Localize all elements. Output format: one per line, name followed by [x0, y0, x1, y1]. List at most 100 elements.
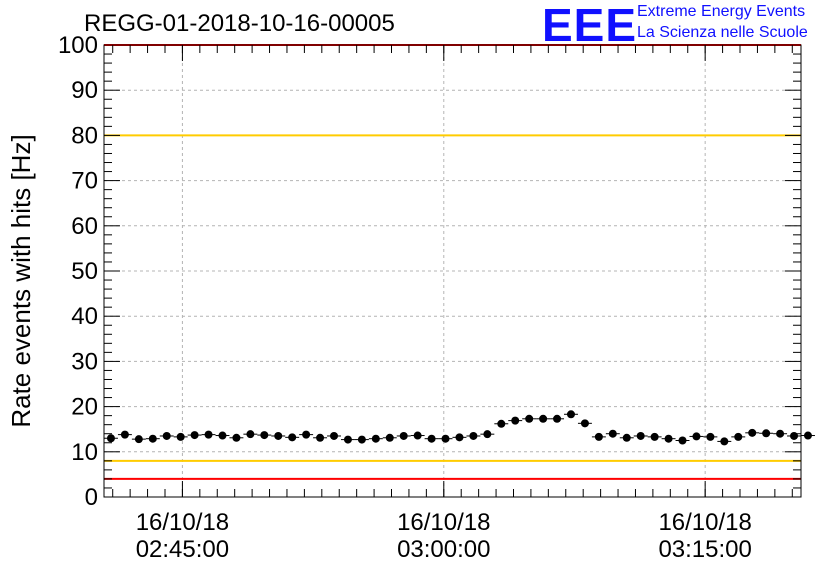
- eee-logo: EEE: [542, 0, 638, 51]
- y-tick-label: 50: [71, 258, 98, 285]
- data-point: [396, 431, 411, 440]
- data-point: [452, 433, 467, 442]
- point-marker: [274, 431, 283, 440]
- y-tick-label: 60: [71, 213, 98, 240]
- y-tick-label: 0: [85, 484, 98, 511]
- point-marker: [232, 433, 241, 442]
- data-point: [382, 433, 397, 442]
- data-point: [410, 431, 425, 440]
- y-tick-label: 70: [71, 168, 98, 195]
- data-point: [619, 433, 634, 442]
- x-tick-date: 16/10/18: [658, 509, 751, 536]
- point-marker: [455, 433, 464, 442]
- point-marker: [539, 414, 548, 423]
- data-point: [243, 430, 258, 439]
- point-marker: [692, 432, 701, 441]
- point-marker: [120, 430, 129, 439]
- point-marker: [330, 431, 339, 440]
- data-point: [605, 429, 620, 438]
- data-point: [522, 414, 537, 423]
- data-point: [550, 414, 565, 423]
- data-point: [285, 433, 300, 442]
- plot-frame: [103, 44, 802, 498]
- x-tick-time: 03:15:00: [658, 536, 751, 563]
- data-point: [327, 431, 341, 440]
- data-point: [703, 432, 718, 441]
- point-marker: [134, 435, 143, 444]
- data-points: [104, 410, 815, 446]
- point-marker: [650, 432, 659, 441]
- x-tick-date: 16/10/18: [136, 509, 229, 536]
- data-point: [466, 431, 481, 440]
- data-point: [438, 434, 453, 443]
- data-point: [787, 431, 801, 440]
- data-point: [564, 410, 578, 419]
- y-tick-label: 90: [71, 77, 98, 104]
- data-point: [173, 432, 188, 441]
- data-point: [745, 428, 760, 437]
- data-point: [508, 416, 523, 425]
- x-tick-time: 03:00:00: [397, 536, 490, 563]
- point-marker: [371, 434, 380, 443]
- y-tick-label: 10: [71, 439, 98, 466]
- data-point: [313, 433, 328, 442]
- point-marker: [469, 431, 478, 440]
- data-point: [271, 431, 286, 440]
- data-point: [145, 434, 160, 443]
- data-point: [229, 433, 244, 442]
- point-marker: [566, 410, 575, 419]
- data-point: [759, 429, 774, 438]
- point-marker: [622, 433, 631, 442]
- y-tick-label: 80: [71, 122, 98, 149]
- tick-labels: 010203040506070809010016/10/1802:45:0016…: [58, 32, 752, 563]
- point-marker: [106, 434, 115, 443]
- point-marker: [553, 414, 562, 423]
- y-tick-label: 40: [71, 303, 98, 330]
- logo-caption-line1: Extreme Energy Events: [637, 3, 806, 20]
- point-marker: [162, 431, 171, 440]
- data-point: [299, 430, 314, 439]
- data-point: [633, 431, 648, 440]
- data-point: [104, 434, 118, 443]
- y-tick-label: 30: [71, 348, 98, 375]
- point-marker: [608, 429, 617, 438]
- data-point: [424, 434, 439, 443]
- point-marker: [288, 433, 297, 442]
- data-point: [577, 419, 592, 428]
- data-point: [368, 434, 383, 443]
- data-point: [647, 432, 662, 441]
- point-marker: [246, 430, 255, 439]
- point-marker: [399, 431, 408, 440]
- point-marker: [720, 437, 729, 446]
- data-point: [689, 432, 704, 441]
- data-point: [661, 434, 676, 443]
- data-point: [536, 414, 551, 423]
- point-marker: [190, 431, 199, 440]
- data-point: [717, 437, 732, 446]
- data-point: [480, 430, 495, 439]
- point-marker: [343, 435, 352, 444]
- data-point: [494, 419, 509, 428]
- point-marker: [176, 432, 185, 441]
- point-marker: [413, 431, 422, 440]
- point-marker: [636, 431, 645, 440]
- data-point: [131, 435, 146, 444]
- point-marker: [385, 433, 394, 442]
- data-point: [731, 432, 746, 441]
- data-point: [675, 436, 690, 445]
- point-marker: [762, 429, 771, 438]
- point-marker: [148, 434, 157, 443]
- y-axis-title: Rate events with hits [Hz]: [6, 134, 36, 427]
- reference-lines: [104, 44, 801, 480]
- data-point: [257, 431, 272, 440]
- point-marker: [678, 436, 687, 445]
- point-marker: [776, 429, 785, 438]
- point-marker: [664, 434, 673, 443]
- chart-title: REGG-01-2018-10-16-00005: [84, 10, 395, 37]
- data-point: [187, 431, 202, 440]
- point-marker: [260, 431, 269, 440]
- axis-ticks: [104, 44, 801, 498]
- data-point: [340, 435, 355, 444]
- point-marker: [497, 419, 506, 428]
- point-marker: [706, 432, 715, 441]
